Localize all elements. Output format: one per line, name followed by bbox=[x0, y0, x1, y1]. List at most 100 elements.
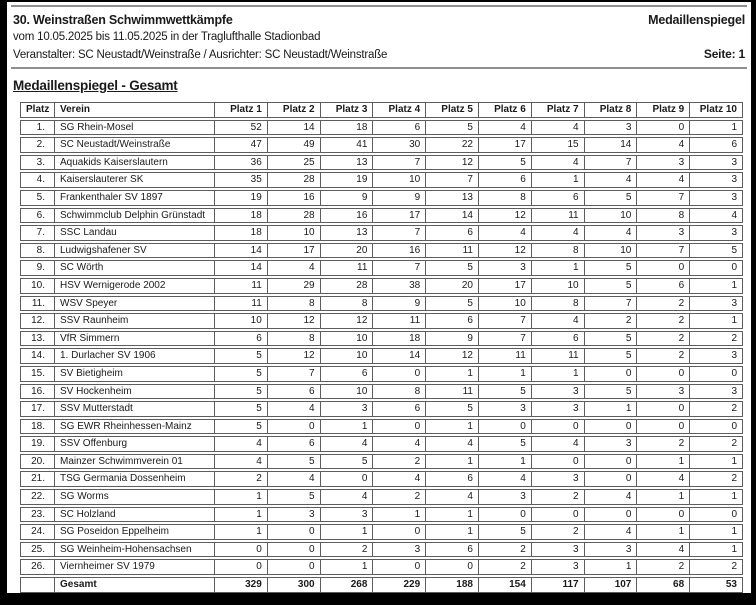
value-cell: 1 bbox=[215, 524, 268, 540]
value-cell: 11 bbox=[320, 260, 374, 276]
rank-cell: 13. bbox=[20, 330, 55, 347]
value-cell: 17 bbox=[478, 277, 532, 294]
value-cell: 14 bbox=[267, 119, 321, 136]
value-cell: 3 bbox=[478, 489, 532, 505]
value-cell: 0 bbox=[690, 260, 743, 276]
value-cell: 0 bbox=[267, 559, 321, 576]
value-cell: 7 bbox=[584, 295, 638, 312]
column-header: Platz 7 bbox=[531, 102, 585, 118]
club-cell: HSV Wernigerode 2002 bbox=[55, 277, 215, 294]
document-page: 30. Weinstraßen Schwimmwettkämpfe Medail… bbox=[7, 2, 751, 593]
total-value-cell: 329 bbox=[215, 577, 268, 593]
table-row: 23. SC Holzland 1 3 3 1 1 0 0 0 0 0 bbox=[20, 506, 743, 523]
value-cell: 4 bbox=[531, 225, 585, 241]
value-cell: 5 bbox=[584, 383, 638, 400]
value-cell: 4 bbox=[320, 489, 374, 505]
value-cell: 18 bbox=[373, 330, 427, 347]
value-cell: 11 bbox=[531, 348, 585, 364]
value-cell: 4 bbox=[373, 471, 427, 488]
value-cell: 0 bbox=[531, 506, 585, 523]
event-title: 30. Weinstraßen Schwimmwettkämpfe bbox=[13, 13, 233, 27]
club-cell: Viernheimer SV 1979 bbox=[55, 559, 215, 576]
rank-cell: 6. bbox=[20, 207, 55, 224]
value-cell: 4 bbox=[584, 489, 638, 505]
value-cell: 18 bbox=[320, 119, 374, 136]
club-cell: Ludwigshafener SV bbox=[55, 242, 215, 259]
column-header: Platz 5 bbox=[426, 102, 479, 118]
value-cell: 4 bbox=[637, 471, 691, 488]
value-cell: 0 bbox=[637, 506, 691, 523]
value-cell: 28 bbox=[320, 277, 374, 294]
table-row: 18. SG EWR Rheinhessen-Mainz 5 0 1 0 1 0 0 0 0 0 bbox=[20, 418, 743, 435]
value-cell: 4 bbox=[584, 524, 638, 540]
club-cell: TSG Germania Dossenheim bbox=[55, 471, 215, 488]
value-cell: 2 bbox=[690, 401, 743, 417]
value-cell: 12 bbox=[426, 154, 479, 171]
total-value-cell: 229 bbox=[373, 577, 427, 593]
value-cell: 5 bbox=[426, 295, 479, 312]
table-row: 17. SSV Mutterstadt 5 4 3 6 5 3 3 1 0 2 bbox=[20, 401, 743, 417]
value-cell: 36 bbox=[215, 154, 268, 171]
value-cell: 5 bbox=[478, 154, 532, 171]
value-cell: 4 bbox=[637, 172, 691, 188]
total-value-cell: 68 bbox=[637, 577, 691, 593]
rank-cell: 8. bbox=[20, 242, 55, 259]
value-cell: 5 bbox=[267, 489, 321, 505]
club-cell: SG Worms bbox=[55, 489, 215, 505]
rank-cell: 2. bbox=[20, 137, 55, 153]
table-row: 9. SC Wörth 14 4 11 7 5 3 1 5 0 0 bbox=[20, 260, 743, 276]
club-cell: SG Weinheim-Hohensachsen bbox=[55, 541, 215, 558]
value-cell: 1 bbox=[426, 453, 479, 470]
value-cell: 7 bbox=[426, 172, 479, 188]
event-date-line: vom 10.05.2025 bis 11.05.2025 in der Tra… bbox=[13, 31, 321, 43]
value-cell: 0 bbox=[637, 418, 691, 435]
value-cell: 1 bbox=[373, 506, 427, 523]
column-header: Platz 1 bbox=[215, 102, 268, 118]
value-cell: 4 bbox=[215, 453, 268, 470]
value-cell: 11 bbox=[373, 313, 427, 329]
value-cell: 8 bbox=[637, 207, 691, 224]
rank-cell: 25. bbox=[20, 541, 55, 558]
value-cell: 13 bbox=[320, 225, 374, 241]
report-type-label: Medaillenspiegel bbox=[648, 13, 745, 27]
value-cell: 13 bbox=[426, 189, 479, 206]
value-cell: 3 bbox=[531, 401, 585, 417]
total-value-cell: 154 bbox=[478, 577, 532, 593]
value-cell: 5 bbox=[215, 418, 268, 435]
club-cell: SSV Raunheim bbox=[55, 313, 215, 329]
value-cell: 9 bbox=[373, 189, 427, 206]
value-cell: 1 bbox=[690, 277, 743, 294]
value-cell: 4 bbox=[267, 471, 321, 488]
total-value-cell: 188 bbox=[426, 577, 479, 593]
value-cell: 28 bbox=[267, 172, 321, 188]
table-row: 15. SV Bietigheim 5 7 6 0 1 1 1 0 0 0 bbox=[20, 365, 743, 382]
value-cell: 4 bbox=[637, 137, 691, 153]
value-cell: 12 bbox=[478, 242, 532, 259]
value-cell: 1 bbox=[690, 313, 743, 329]
value-cell: 10 bbox=[584, 242, 638, 259]
rank-cell: 19. bbox=[20, 436, 55, 452]
value-cell: 5 bbox=[478, 436, 532, 452]
value-cell: 0 bbox=[531, 453, 585, 470]
value-cell: 0 bbox=[478, 418, 532, 435]
value-cell: 10 bbox=[531, 277, 585, 294]
value-cell: 47 bbox=[215, 137, 268, 153]
value-cell: 17 bbox=[267, 242, 321, 259]
value-cell: 1 bbox=[690, 541, 743, 558]
value-cell: 0 bbox=[584, 418, 638, 435]
column-header: Platz 10 bbox=[690, 102, 743, 118]
value-cell: 4 bbox=[531, 313, 585, 329]
rank-cell: 24. bbox=[20, 524, 55, 540]
table-row: 1. SG Rhein-Mosel 52 14 18 6 5 4 4 3 0 1 bbox=[20, 119, 743, 136]
value-cell: 6 bbox=[267, 383, 321, 400]
value-cell: 0 bbox=[584, 506, 638, 523]
header-divider bbox=[11, 67, 747, 69]
value-cell: 0 bbox=[584, 453, 638, 470]
value-cell: 4 bbox=[267, 401, 321, 417]
value-cell: 4 bbox=[373, 436, 427, 452]
rank-cell: 21. bbox=[20, 471, 55, 488]
rank-cell: 3. bbox=[20, 154, 55, 171]
value-cell: 2 bbox=[637, 348, 691, 364]
value-cell: 5 bbox=[478, 524, 532, 540]
